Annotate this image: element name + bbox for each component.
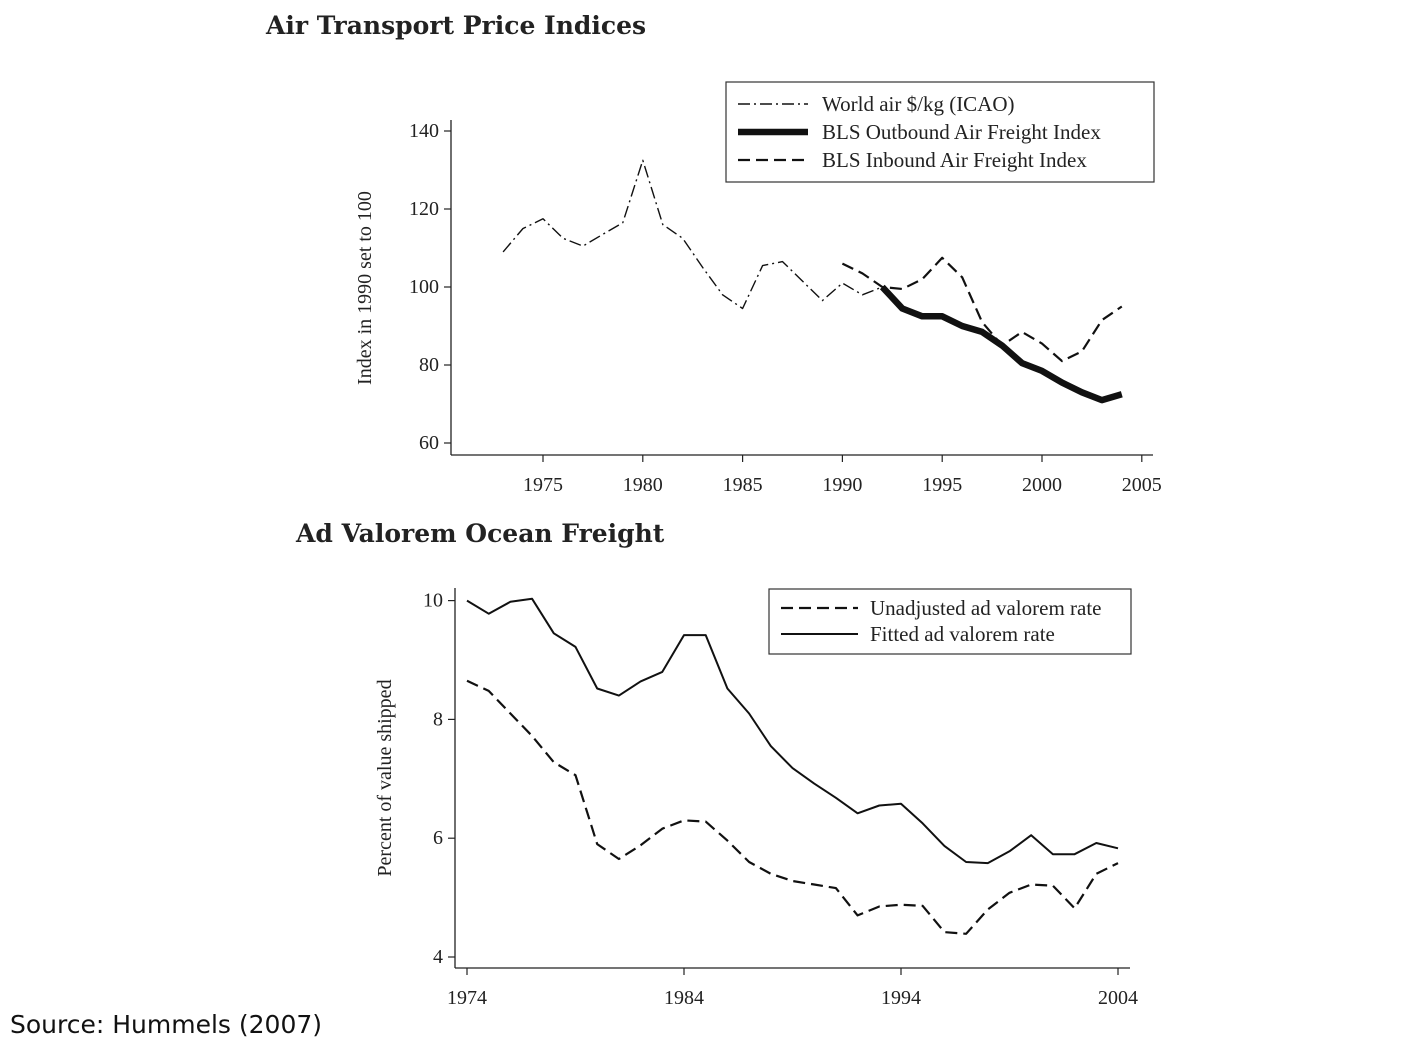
- series-line-world-air-kg-icao: [502, 159, 883, 310]
- series-lines: [466, 597, 1119, 935]
- series-line-unadjusted-ad-valorem-rate: [466, 679, 1119, 935]
- x-tick-label: 2004: [1098, 987, 1138, 1009]
- ocean-freight-chart: Ad Valorem Ocean Freight 4 6 8 10 1974 1984 19…: [295, 519, 1138, 1009]
- y-tick-label: 6: [433, 827, 443, 849]
- y-tick-label: 8: [433, 708, 443, 730]
- legend-label: World air $/kg (ICAO): [822, 92, 1015, 116]
- series-line-bls-inbound-air-freight-index: [841, 256, 1123, 363]
- x-tick-label: 2000: [1022, 474, 1062, 496]
- x-tick-label: 1974: [447, 987, 487, 1009]
- chart-title: Air Transport Price Indices: [265, 11, 646, 40]
- legend: World air $/kg (ICAO) BLS Outbound Air Fr…: [725, 81, 1155, 183]
- legend-label: Fitted ad valorem rate: [870, 622, 1055, 646]
- y-tick-label: 140: [409, 120, 439, 142]
- x-tick-label: 1994: [881, 987, 921, 1009]
- y-tick-label: 120: [409, 198, 439, 220]
- legend-box: [768, 588, 1132, 655]
- y-axis-label: Index in 1990 set to 100: [354, 191, 376, 385]
- air-transport-chart: Air Transport Price Indices 60 80 100 120 14…: [265, 11, 1162, 496]
- series-line-fitted-ad-valorem-rate: [466, 597, 1119, 865]
- y-tick-label: 60: [419, 432, 439, 454]
- x-tick-label: 2005: [1122, 474, 1162, 496]
- axes: 4 6 8 10 1974 1984 1994 2004 Percent of value sh…: [374, 588, 1138, 1009]
- x-tick-label: 1995: [922, 474, 962, 496]
- y-axis-label: Percent of value shipped: [374, 679, 396, 876]
- legend-label: Unadjusted ad valorem rate: [870, 596, 1102, 620]
- x-tick-label: 1985: [723, 474, 763, 496]
- legend-label: BLS Outbound Air Freight Index: [822, 120, 1101, 144]
- y-tick-label: 100: [409, 276, 439, 298]
- axes: 60 80 100 120 140 1975 1980 1985 1990 1995 2000 200…: [354, 120, 1162, 496]
- series-lines: [502, 159, 1123, 404]
- x-tick-label: 1980: [623, 474, 663, 496]
- y-tick-label: 10: [423, 590, 443, 612]
- y-tick-label: 80: [419, 354, 439, 376]
- y-tick-label: 4: [433, 946, 443, 968]
- legend-label: BLS Inbound Air Freight Index: [822, 148, 1087, 172]
- x-tick-label: 1990: [822, 474, 862, 496]
- source-caption: Source: Hummels (2007): [10, 1010, 323, 1039]
- x-tick-label: 1984: [664, 987, 704, 1009]
- x-tick-label: 1975: [523, 474, 563, 496]
- chart-title: Ad Valorem Ocean Freight: [295, 519, 665, 548]
